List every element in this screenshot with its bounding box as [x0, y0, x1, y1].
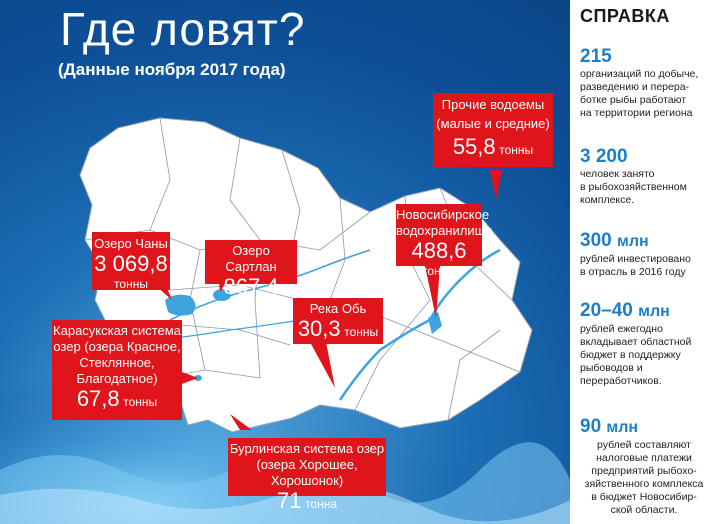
fact-desc-line: организаций по добыче,: [580, 68, 699, 80]
callout-karasuk-name-3: Стеклянное,: [79, 355, 155, 370]
fact-desc-line: комплексе.: [580, 194, 635, 206]
callout-sartlan: Озеро Сартлан 867,4 тонны: [205, 240, 297, 314]
callout-burla: Бурлинская система озер (озера Хорошее, …: [228, 438, 386, 513]
fact-desc-line: рыбоводов и: [580, 362, 643, 374]
callout-sartlan-unit: тонны: [234, 300, 268, 314]
callout-other-value: 55,8: [452, 134, 496, 159]
callout-karasuk-value: 67,8: [76, 386, 120, 411]
callout-chany-value: 3 069,8: [94, 251, 168, 276]
callout-karasuk: Карасукская система озер (озера Красное,…: [52, 320, 182, 420]
callout-ob-value: 30,3: [297, 316, 341, 341]
lake-chany: [165, 294, 196, 316]
fact-number: 20–40: [580, 300, 633, 321]
fact-item: 3 200 человек занято в рыбохозяйственном…: [580, 146, 708, 207]
fact-number: 215: [580, 46, 612, 67]
callout-other-name-2: (малые и средние): [436, 116, 550, 131]
callout-ob-name: Река Обь: [309, 301, 367, 316]
fact-number: 3 200: [580, 146, 628, 167]
fact-desc-line: разведению и перера-: [580, 81, 690, 93]
fact-desc-line: бюджет в поддержку: [580, 349, 681, 361]
fact-desc-line: зяйственного комплекса: [584, 478, 704, 490]
callout-burla-value: 71: [276, 488, 302, 513]
fact-number: 300: [580, 230, 612, 251]
callout-chany-unit: тонны: [114, 277, 148, 291]
callout-reservoir: Новосибирское водохранилище 488,6 тонны: [396, 204, 492, 278]
fact-desc-line: в рыбохозяйственном: [580, 181, 687, 193]
callout-reservoir-name-1: Новосибирское: [396, 207, 490, 222]
page-subtitle: (Данные ноября 2017 года): [58, 60, 286, 79]
fact-desc-line: человек занято: [580, 168, 655, 180]
fact-item: 300 млн рублей инвестировано в отрасль в…: [580, 230, 708, 279]
fact-desc-line: в отрасль в 2016 году: [580, 266, 686, 278]
callout-chany: Озеро Чаны 3 069,8 тонны: [92, 232, 170, 291]
fact-desc-line: налоговые платежи: [596, 452, 692, 464]
fact-desc-line: ботке рыбы работают: [580, 94, 687, 106]
fact-desc-line: рублей ежегодно: [580, 323, 663, 335]
fact-suffix: млн: [606, 419, 639, 436]
fact-desc-line: на территории региона: [580, 107, 693, 119]
callout-chany-name: Озеро Чаны: [94, 236, 168, 251]
callout-burla-name-1: Бурлинская система озер: [229, 441, 385, 456]
callout-karasuk-unit: тонны: [123, 395, 158, 409]
callout-reservoir-unit: тонны: [422, 264, 456, 278]
fact-suffix: млн: [638, 303, 670, 320]
fact-desc-line: переработчиков.: [580, 375, 662, 387]
callout-ob-unit: тонны: [344, 325, 379, 339]
callout-karasuk-name-4: Благодатное): [76, 371, 158, 386]
sidebar-title: СПРАВКА: [580, 6, 670, 26]
fact-desc-line: вкладывает областной: [580, 336, 692, 348]
fact-desc-line: рублей составляют: [597, 439, 691, 451]
callout-sartlan-value: 867,4: [223, 274, 279, 299]
page-title: Где ловят?: [60, 3, 306, 55]
fact-desc-line: в бюджет Новосибир-: [591, 491, 697, 503]
fact-desc-line: рублей инвестировано: [580, 253, 691, 265]
fact-desc-line: предприятий рыбохо-: [591, 465, 697, 477]
fact-item: 90 млн рублей составляют налоговые плате…: [580, 416, 708, 517]
callout-reservoir-value: 488,6: [411, 238, 467, 263]
lake-sartlan: [213, 289, 231, 301]
fact-suffix: млн: [616, 233, 649, 250]
callout-burla-unit: тонна: [305, 497, 338, 511]
info-sidebar: СПРАВКА 215 организаций по добыче, разве…: [570, 0, 710, 524]
callout-karasuk-name-1: Карасукская система: [53, 323, 181, 338]
callout-karasuk-name-2: озер (озера Красное,: [53, 339, 181, 354]
callout-ob: Река Обь 30,3 тонны: [293, 298, 383, 344]
callout-burla-name-2: (озера Хорошее, Хорошонок): [256, 457, 358, 488]
callout-other-unit: тонны: [499, 143, 534, 157]
fact-desc-line: ской области.: [610, 504, 678, 516]
fact-number: 90: [580, 416, 602, 437]
fact-item: 215 организаций по добыче, разведению и …: [580, 46, 708, 120]
callout-sartlan-name: Озеро Сартлан: [225, 243, 277, 274]
callout-reservoir-name-2: водохранилище: [396, 223, 493, 238]
fact-item: 20–40 млн рублей ежегодно вкладывает обл…: [580, 300, 708, 388]
callout-other-name-1: Прочие водоемы: [441, 97, 545, 112]
lake-reservoir: [428, 312, 442, 334]
callout-other: Прочие водоемы (малые и средние) 55,8 то…: [433, 93, 553, 167]
river-tertiary: [159, 319, 301, 341]
